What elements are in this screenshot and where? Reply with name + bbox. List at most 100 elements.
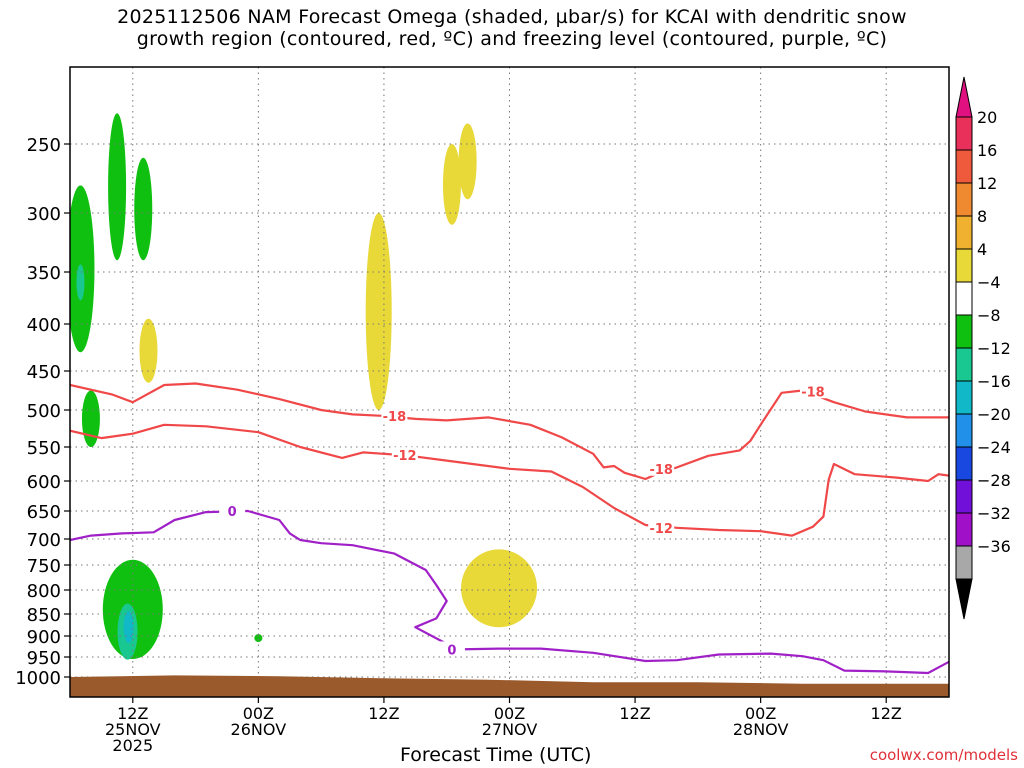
x-tick-label: 12Z	[871, 704, 902, 723]
colorbar-swatch	[955, 347, 973, 382]
label-red-12-b-bg	[648, 519, 675, 535]
omega-region-5	[139, 318, 158, 383]
omega-region-6	[365, 213, 392, 410]
y-tick-label: 900	[27, 627, 61, 648]
colorbar-swatch	[955, 116, 973, 151]
contour-lines	[70, 382, 949, 675]
y-tick-label: 400	[27, 315, 61, 336]
label-red-18-b: -18	[649, 463, 673, 478]
label-red-18-c-bg	[799, 383, 826, 399]
label-purple-0-a: 0	[228, 505, 237, 520]
contour-m12	[70, 423, 949, 537]
colorbar-label: 16	[977, 141, 997, 160]
terrain-fill	[70, 675, 949, 697]
colorbar-label: −36	[977, 537, 1011, 556]
colorbar-label: −28	[977, 471, 1011, 490]
label-purple-0-a-bg	[219, 503, 246, 518]
label-red-12-a-bg	[391, 447, 418, 463]
omega-region-9	[461, 549, 538, 628]
omega-region-2	[134, 157, 153, 261]
omega-region-1	[108, 113, 127, 261]
colorbar-swatch	[955, 281, 973, 316]
colorbar-label: −24	[977, 438, 1011, 457]
omega-region-3	[81, 390, 100, 447]
colorbar-label: −12	[977, 339, 1011, 358]
x-tick-label: 28NOV	[733, 720, 789, 739]
y-tick-label: 600	[27, 472, 61, 493]
colorbar-swatch	[955, 479, 973, 514]
label-purple-0-b-bg	[438, 641, 465, 657]
x-tick-label: 00Z	[243, 704, 274, 723]
y-tick-label: 350	[27, 263, 61, 284]
label-red-18-a-bg	[381, 407, 408, 423]
y-tick-label: 700	[27, 530, 61, 551]
colorbar-bottom-arrow	[955, 578, 973, 620]
colorbar-swatch	[955, 413, 973, 448]
colorbar-label: −20	[977, 405, 1011, 424]
colorbar-label: −32	[977, 504, 1011, 523]
x-tick-label: 26NOV	[231, 720, 287, 739]
contour-labels: -18 -18 -18 -12 -12 0 0	[219, 383, 826, 658]
y-tick-label: 1000	[15, 668, 61, 689]
colorbar-label: 12	[977, 174, 997, 193]
colorbar-swatch	[955, 545, 973, 580]
y-tick-label: 300	[27, 204, 61, 225]
colorbar-swatch	[955, 149, 973, 184]
contour-0	[70, 509, 949, 675]
x-tick-label: 2025	[112, 736, 153, 755]
y-tick-label: 250	[27, 135, 61, 156]
y-tick-label: 550	[27, 438, 61, 459]
x-tick-label: 00Z	[745, 704, 776, 723]
x-tick-label: 25NOV	[105, 720, 161, 739]
colorbar-swatch	[955, 215, 973, 250]
y-tick-label: 450	[27, 362, 61, 383]
omega-core-cyan	[123, 611, 134, 644]
y-tick-label: 800	[27, 581, 61, 602]
omega-shading	[70, 113, 538, 660]
x-axis-title: Forecast Time (UTC)	[400, 744, 592, 766]
colorbar-swatch	[955, 512, 973, 547]
label-red-18-a: -18	[383, 410, 407, 425]
colorbar-label: −8	[977, 306, 1001, 325]
title-line-1: 2025112506 NAM Forecast Omega (shaded, µ…	[117, 6, 907, 28]
credit-text: coolwx.com/models	[869, 746, 1018, 764]
colorbar-label: −16	[977, 372, 1011, 391]
y-tick-label: 500	[27, 401, 61, 422]
x-tick-label: 00Z	[494, 704, 525, 723]
colorbar-swatch	[955, 314, 973, 349]
contour-m18	[70, 382, 949, 481]
grid-lines	[70, 67, 949, 697]
colorbar-label: 20	[977, 108, 997, 127]
label-red-18-c: -18	[801, 385, 825, 400]
colorbar-label: 4	[977, 240, 987, 259]
title-line-2: growth region (contoured, red, ºC) and f…	[136, 28, 888, 50]
y-tick-label: 950	[27, 648, 61, 669]
omega-upper-teal	[76, 264, 85, 301]
label-purple-0-b: 0	[447, 643, 456, 658]
y-tick-label: 650	[27, 502, 61, 523]
colorbar: 20 16 12 8 4 −4 −8 −12 −16 −20 −24 −28 −32 −36	[955, 76, 1011, 620]
x-tick-label: 12Z	[619, 704, 650, 723]
colorbar-top-arrow	[955, 76, 973, 118]
chart-title: 2025112506 NAM Forecast Omega (shaded, µ…	[0, 6, 1024, 50]
omega-small-dot	[254, 634, 263, 643]
colorbar-swatch	[955, 380, 973, 415]
colorbar-swatch	[955, 182, 973, 217]
colorbar-swatch	[955, 248, 973, 283]
y-tick-label: 850	[27, 605, 61, 626]
label-red-12-a: -12	[393, 449, 417, 464]
x-tick-label: 12Z	[117, 704, 148, 723]
colorbar-label: 8	[977, 207, 987, 226]
omega-region-8	[458, 123, 477, 200]
colorbar-label: −4	[977, 273, 1001, 292]
terrain-ground	[70, 675, 949, 697]
y-axis: 2503003504004505005506006507007508008509…	[15, 135, 70, 689]
y-tick-label: 750	[27, 556, 61, 577]
x-tick-label: 12Z	[368, 704, 399, 723]
label-red-12-b: -12	[649, 522, 673, 537]
colorbar-swatch	[955, 446, 973, 481]
label-red-18-b-bg	[648, 460, 675, 476]
omega-region-7	[442, 144, 461, 225]
